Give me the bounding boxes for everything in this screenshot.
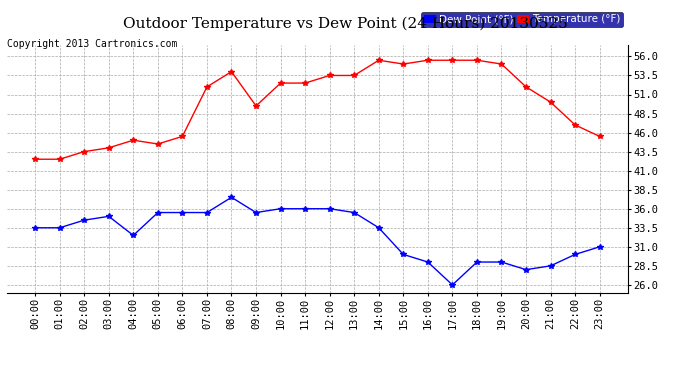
Text: Outdoor Temperature vs Dew Point (24 Hours) 20130525: Outdoor Temperature vs Dew Point (24 Hou… <box>123 17 567 31</box>
Text: Copyright 2013 Cartronics.com: Copyright 2013 Cartronics.com <box>7 39 177 50</box>
Legend: Dew Point (°F), Temperature (°F): Dew Point (°F), Temperature (°F) <box>422 12 622 27</box>
